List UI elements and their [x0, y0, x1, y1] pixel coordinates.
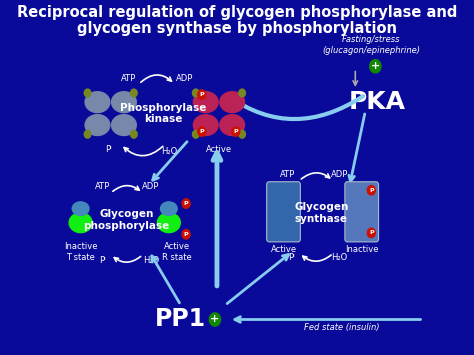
Text: PKA: PKA	[349, 90, 406, 114]
Text: H₂O: H₂O	[161, 147, 177, 156]
Circle shape	[367, 186, 375, 195]
Circle shape	[210, 313, 220, 326]
Circle shape	[370, 60, 381, 73]
Circle shape	[367, 228, 375, 237]
Circle shape	[192, 89, 199, 97]
Circle shape	[198, 127, 206, 136]
Text: ATP: ATP	[280, 170, 295, 179]
Circle shape	[192, 130, 199, 138]
Text: Glycogen
synthase: Glycogen synthase	[294, 202, 348, 224]
Ellipse shape	[157, 213, 180, 233]
Ellipse shape	[72, 202, 89, 215]
Text: Active: Active	[206, 144, 232, 154]
Text: P: P	[184, 232, 188, 237]
Circle shape	[182, 199, 190, 208]
Text: +: +	[371, 61, 380, 71]
Text: P: P	[369, 230, 374, 235]
Ellipse shape	[161, 202, 177, 215]
Ellipse shape	[69, 213, 92, 233]
Ellipse shape	[85, 115, 110, 136]
Text: Reciprocal regulation of glycogen phosphorylase and: Reciprocal regulation of glycogen phosph…	[17, 5, 457, 20]
Circle shape	[84, 130, 91, 138]
Text: P: P	[200, 129, 204, 134]
Ellipse shape	[220, 92, 245, 113]
Text: Pᴵ: Pᴵ	[288, 253, 294, 262]
Text: P: P	[200, 92, 204, 97]
Text: ATP: ATP	[121, 73, 137, 83]
Text: P: P	[184, 201, 188, 206]
Text: H₂O: H₂O	[331, 253, 347, 262]
Circle shape	[130, 89, 137, 97]
Text: Phosphorylase
kinase: Phosphorylase kinase	[119, 103, 206, 124]
FancyBboxPatch shape	[345, 182, 379, 242]
Text: Inactive
T state: Inactive T state	[64, 242, 97, 262]
Text: +: +	[210, 315, 219, 324]
Ellipse shape	[111, 92, 137, 113]
FancyBboxPatch shape	[267, 182, 301, 242]
Text: ATP: ATP	[95, 182, 110, 191]
Text: PP1: PP1	[155, 307, 206, 332]
Text: Glycogen
phosphorylase: Glycogen phosphorylase	[83, 209, 170, 231]
Circle shape	[232, 127, 240, 136]
Text: ADP: ADP	[176, 73, 193, 83]
Circle shape	[130, 130, 137, 138]
Ellipse shape	[111, 115, 137, 136]
Text: H₂O: H₂O	[143, 256, 159, 265]
Text: ADP: ADP	[330, 170, 348, 179]
Text: ADP: ADP	[142, 182, 159, 191]
Ellipse shape	[220, 115, 245, 136]
Circle shape	[239, 89, 246, 97]
Ellipse shape	[85, 92, 110, 113]
Text: P: P	[234, 129, 238, 134]
Ellipse shape	[193, 115, 218, 136]
Text: P: P	[369, 188, 374, 193]
Text: Active
R state: Active R state	[162, 242, 191, 262]
Ellipse shape	[193, 92, 218, 113]
Text: Pᴵ: Pᴵ	[105, 144, 112, 154]
Circle shape	[239, 130, 246, 138]
Circle shape	[182, 230, 190, 239]
Text: Active: Active	[271, 245, 297, 255]
Text: glycogen synthase by phosphorylation: glycogen synthase by phosphorylation	[77, 21, 397, 36]
Circle shape	[198, 90, 206, 99]
Circle shape	[84, 89, 91, 97]
Text: Pᴵ: Pᴵ	[100, 256, 106, 265]
Text: Fasting/stress
(glucagon/epinephrine): Fasting/stress (glucagon/epinephrine)	[322, 36, 420, 55]
Text: Inactive: Inactive	[345, 245, 378, 255]
Text: Fed state (insulin): Fed state (insulin)	[303, 323, 379, 332]
